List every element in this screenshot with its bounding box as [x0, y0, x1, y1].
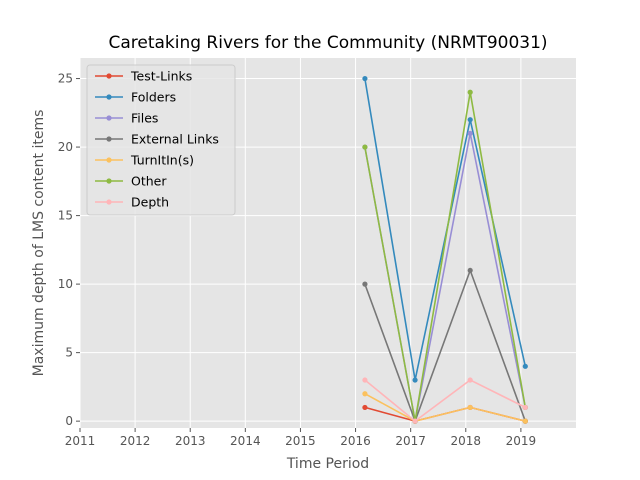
series-folders — [362, 75, 528, 383]
legend-marker — [106, 115, 112, 121]
data-point-turnitin-s — [362, 391, 368, 397]
y-tick-label: 25 — [58, 72, 73, 86]
legend-label: Test-Links — [130, 69, 192, 84]
data-point-depth — [467, 377, 473, 383]
data-point-depth — [412, 418, 418, 424]
legend-label: Depth — [131, 195, 169, 210]
series-line-folders — [364, 78, 527, 381]
data-point-turnitin-s — [467, 404, 473, 411]
data-point-other — [467, 89, 473, 95]
y-tick-label: 15 — [58, 209, 73, 223]
legend-label: Other — [131, 174, 167, 189]
series-line-other — [364, 92, 527, 422]
series-line-depth — [364, 379, 526, 423]
y-axis-label: Maximum depth of LMS content items — [31, 110, 47, 377]
x-tick-label: 2016 — [340, 434, 371, 448]
x-tick-label: 2015 — [285, 434, 316, 448]
data-point-folders — [522, 363, 528, 369]
legend-item-external-links: External Links — [95, 132, 219, 147]
x-tick-label: 2013 — [175, 434, 206, 448]
legend-marker — [106, 136, 112, 142]
data-point-folders — [362, 75, 368, 82]
legend-item-other: Other — [95, 174, 167, 189]
data-point-test-links — [362, 404, 368, 411]
legend-item-test-links: Test-Links — [95, 69, 192, 84]
data-point-depth — [522, 404, 528, 411]
x-tick-label: 2019 — [506, 434, 537, 448]
legend-item-depth: Depth — [95, 195, 169, 210]
legend-label: TurnItIn(s) — [130, 153, 194, 168]
legend-item-folders: Folders — [95, 90, 176, 105]
x-tick-label: 2012 — [120, 434, 151, 448]
y-tick-label: 10 — [58, 277, 73, 291]
legend-marker — [106, 157, 112, 163]
legend-item-files: Files — [95, 111, 158, 126]
legend-label: Folders — [131, 90, 176, 105]
data-point-external-links — [467, 267, 473, 274]
series-line-turnitin-s — [364, 392, 526, 422]
x-tick-label: 2011 — [65, 434, 96, 448]
y-tick-label: 0 — [65, 414, 73, 428]
y-tick-label: 5 — [65, 346, 73, 360]
legend-item-turnitin-s: TurnItIn(s) — [95, 153, 194, 168]
data-point-external-links — [362, 281, 368, 287]
legend-marker — [106, 94, 112, 100]
data-point-turnitin-s — [522, 418, 528, 424]
legend-label: External Links — [131, 132, 219, 147]
chart-title: Caretaking Rivers for the Community (NRM… — [108, 33, 547, 53]
data-point-folders — [467, 117, 473, 123]
ticks: 2011 2012 2013 2014 2015 2016 2017 2018 20190510… — [58, 72, 536, 448]
data-point-other — [362, 144, 368, 150]
series-depth — [362, 377, 528, 424]
x-tick-label: 2014 — [230, 434, 261, 448]
legend-box — [86, 64, 236, 216]
legend-marker — [106, 199, 112, 205]
y-tick-label: 20 — [58, 140, 73, 154]
legend-label: Files — [131, 111, 158, 126]
x-tick-label: 2017 — [395, 434, 426, 448]
legend-marker — [106, 73, 112, 79]
data-point-files — [467, 130, 473, 136]
legend: Test-Links Folders Files External Links Turn… — [86, 64, 236, 216]
x-axis-label: Time Period — [286, 456, 369, 472]
series-layer — [362, 75, 528, 424]
legend-marker — [106, 178, 112, 184]
series-line-external-links — [364, 268, 527, 424]
x-tick-label: 2018 — [451, 434, 482, 448]
data-point-folders — [412, 377, 418, 383]
data-point-depth — [362, 377, 368, 383]
